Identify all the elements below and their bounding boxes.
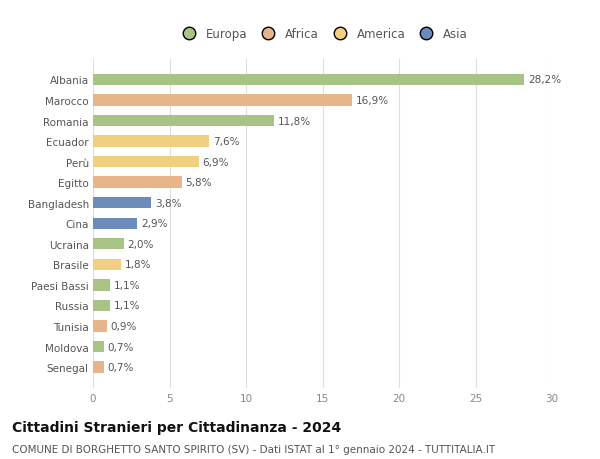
Text: 11,8%: 11,8% (277, 116, 310, 126)
Text: Cittadini Stranieri per Cittadinanza - 2024: Cittadini Stranieri per Cittadinanza - 2… (12, 420, 341, 434)
Text: 0,9%: 0,9% (110, 321, 137, 331)
Text: 16,9%: 16,9% (355, 96, 389, 106)
Bar (93, 239, 124, 250)
Text: 1,8%: 1,8% (124, 260, 151, 270)
Bar (93, 362, 104, 373)
Bar (93, 75, 524, 86)
Text: 28,2%: 28,2% (528, 75, 562, 85)
Text: 7,6%: 7,6% (213, 137, 239, 147)
Bar (93, 116, 274, 127)
Bar (93, 341, 104, 353)
Legend: Europa, Africa, America, Asia: Europa, Africa, America, Asia (173, 23, 472, 45)
Text: 6,9%: 6,9% (202, 157, 229, 167)
Text: COMUNE DI BORGHETTO SANTO SPIRITO (SV) - Dati ISTAT al 1° gennaio 2024 - TUTTITA: COMUNE DI BORGHETTO SANTO SPIRITO (SV) -… (12, 444, 495, 454)
Text: 3,8%: 3,8% (155, 198, 181, 208)
Bar (93, 177, 182, 188)
Bar (93, 157, 199, 168)
Bar (93, 300, 110, 311)
Text: 2,0%: 2,0% (127, 239, 154, 249)
Text: 1,1%: 1,1% (113, 280, 140, 290)
Text: 1,1%: 1,1% (113, 301, 140, 311)
Bar (93, 321, 107, 332)
Bar (93, 280, 110, 291)
Text: 0,7%: 0,7% (107, 362, 134, 372)
Bar (93, 259, 121, 270)
Bar (93, 136, 209, 147)
Bar (93, 95, 352, 106)
Bar (93, 198, 151, 209)
Text: 5,8%: 5,8% (185, 178, 212, 188)
Bar (93, 218, 137, 230)
Text: 2,9%: 2,9% (141, 219, 167, 229)
Text: 0,7%: 0,7% (107, 342, 134, 352)
